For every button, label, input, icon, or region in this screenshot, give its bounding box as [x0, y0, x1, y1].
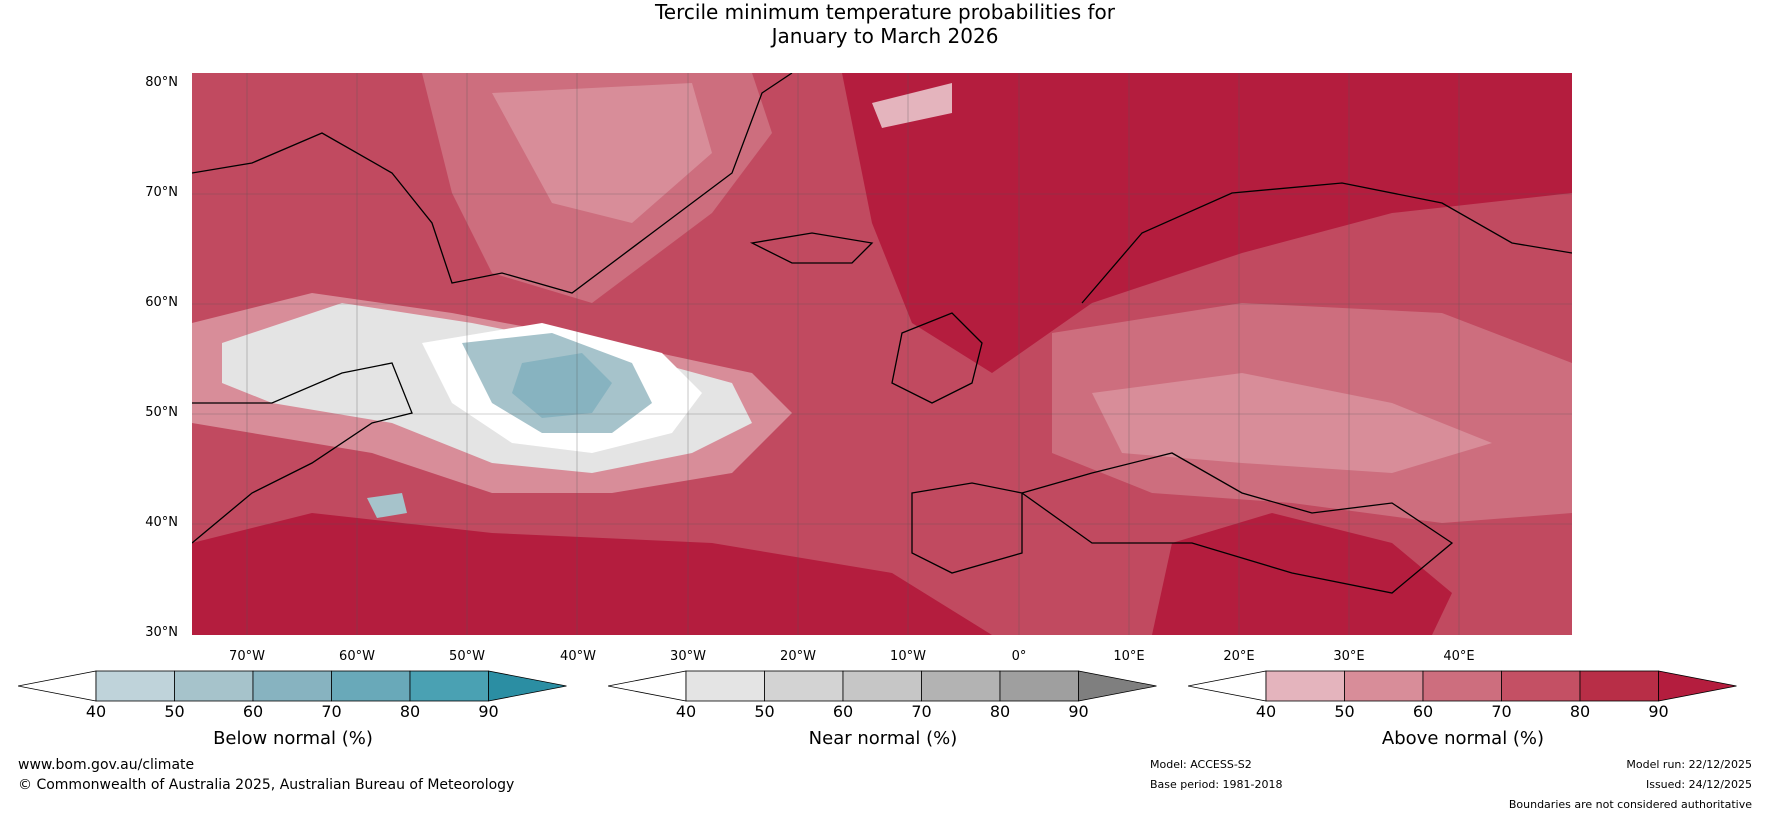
lon-label-10e: 10°E: [1113, 649, 1145, 664]
lon-label-50w: 50°W: [449, 649, 485, 664]
lon-label-60w: 60°W: [339, 649, 375, 664]
colorbar-near-segment: [685, 670, 765, 702]
footer-base-period: Base period: 1981-2018: [1150, 778, 1283, 791]
lon-label-40w: 40°W: [560, 649, 596, 664]
colorbar-below-tick-label: 90: [478, 702, 499, 721]
lat-label-30n: 30°N: [145, 625, 178, 640]
lon-label-20w: 20°W: [780, 649, 816, 664]
lon-label-30w: 30°W: [670, 649, 706, 664]
colorbar-below-tick-label: 50: [164, 702, 185, 721]
colorbar-above-normal: [1188, 670, 1737, 702]
colorbar-near-segment: [921, 670, 1001, 702]
colorbar-above-segment: [1579, 670, 1659, 702]
colorbar-near-tick-label: 60: [832, 702, 854, 721]
colorbar-above-tick-label: 40: [1255, 702, 1277, 721]
lat-label-50n: 50°N: [145, 405, 178, 420]
footer-issued: Issued: 24/12/2025: [1645, 778, 1752, 791]
colorbar-below-extend-min: [18, 670, 97, 702]
scandinavia-coast: [1081, 182, 1572, 304]
colorbar-below-normal: [18, 670, 567, 702]
colorbar-below-segment: [331, 670, 411, 702]
legend-near-normal: Near normal (%) 40 50 60 70 80 90: [608, 668, 1158, 768]
probability-zone-high-south: [192, 513, 992, 635]
colorbar-near-tick-label: 70: [911, 702, 932, 721]
colorbar-above-extend-max: [1658, 670, 1737, 702]
mediterranean-coast: [1020, 452, 1454, 594]
colorbar-above-tick-label: 90: [1648, 702, 1669, 721]
colorbar-near-tick-label: 40: [675, 702, 697, 721]
map-title: Tercile minimum temperature probabilitie…: [0, 0, 1770, 48]
colorbar-below-tick-label: 40: [85, 702, 107, 721]
legend-below-normal: Below normal (%) 40 50 60 70 80 90: [18, 668, 568, 768]
footer-model: Model: ACCESS-S2: [1150, 758, 1252, 771]
colorbar-above-tick-label: 50: [1334, 702, 1355, 721]
below-normal-core-zone: [512, 353, 612, 418]
lon-label-10w: 10°W: [890, 649, 926, 664]
north-america-coast: [192, 362, 413, 544]
colorbar-near-segment: [842, 670, 922, 702]
colorbar-above-segment: [1501, 670, 1581, 702]
colorbar-below-segment: [174, 670, 254, 702]
legend-above-normal-title: Above normal (%): [1381, 728, 1545, 749]
british-isles-coast: [891, 312, 983, 404]
footer-disclaimer: Boundaries are not considered authoritat…: [1508, 798, 1752, 811]
footer-model-run: Model run: 22/12/2025: [1626, 758, 1752, 771]
colorbar-above-tick-label: 60: [1412, 702, 1434, 721]
lat-label-40n: 40°N: [145, 515, 178, 530]
colorbar-below-tick-label: 80: [399, 702, 421, 721]
lat-label-80n: 80°N: [145, 75, 178, 90]
colorbar-below-tick-label: 70: [321, 702, 342, 721]
lon-label-30e: 30°E: [1333, 649, 1365, 664]
footer-copyright: © Commonwealth of Australia 2025, Austra…: [18, 777, 515, 793]
lat-label-70n: 70°N: [145, 185, 178, 200]
colorbar-above-tick-label: 80: [1569, 702, 1591, 721]
map-graphic: [192, 73, 1572, 635]
legend-above-normal: Above normal (%) 40 50 60 70 80 90: [1188, 668, 1738, 768]
lon-label-40e: 40°E: [1443, 649, 1475, 664]
probability-zone-central-europe: [1092, 373, 1492, 473]
colorbar-below-segment: [95, 670, 175, 702]
colorbar-above-segment: [1422, 670, 1502, 702]
colorbar-above-segment: [1265, 670, 1345, 702]
lon-label-70w: 70°W: [229, 649, 265, 664]
lon-label-0: 0°: [1011, 649, 1027, 664]
colorbar-near-tick-label: 90: [1068, 702, 1089, 721]
probability-zone-greenland-light: [492, 83, 712, 223]
graticule: [192, 73, 1572, 635]
colorbar-near-normal: [608, 670, 1157, 702]
legend-below-normal-title: Below normal (%): [213, 728, 373, 749]
colorbar-above-extend-min: [1188, 670, 1267, 702]
colorbar-above-segment: [1344, 670, 1424, 702]
title-line-1: Tercile minimum temperature probabilitie…: [654, 0, 1116, 24]
probability-zone-high-north: [842, 73, 1572, 373]
colorbar-near-extend-min: [608, 670, 687, 702]
probability-zone-arctic-light: [872, 83, 952, 128]
colorbar-below-tick-label: 60: [242, 702, 264, 721]
legend-near-normal-title: Near normal (%): [808, 728, 958, 749]
below-normal-small-zone: [367, 493, 407, 518]
coastlines: [192, 73, 1572, 594]
colorbar-near-segment: [999, 670, 1079, 702]
colorbar-near-tick-label: 50: [754, 702, 775, 721]
lon-label-20e: 20°E: [1223, 649, 1255, 664]
colorbar-near-segment: [764, 670, 844, 702]
title-line-2: January to March 2026: [771, 24, 999, 48]
greenland-coast: [192, 73, 793, 294]
footer-website: www.bom.gov.au/climate: [18, 757, 195, 773]
colorbar-near-tick-label: 80: [989, 702, 1011, 721]
lat-label-60n: 60°N: [145, 295, 178, 310]
colorbar-below-segment: [409, 670, 489, 702]
colorbar-below-extend-max: [488, 670, 567, 702]
iceland-coast: [749, 232, 874, 264]
colorbar-below-segment: [252, 670, 332, 702]
map-panel: [192, 73, 1572, 635]
iberia-coast: [911, 482, 1023, 574]
colorbar-above-tick-label: 70: [1491, 702, 1512, 721]
probability-zone-high-med: [1152, 513, 1452, 635]
colorbar-near-extend-max: [1078, 670, 1157, 702]
